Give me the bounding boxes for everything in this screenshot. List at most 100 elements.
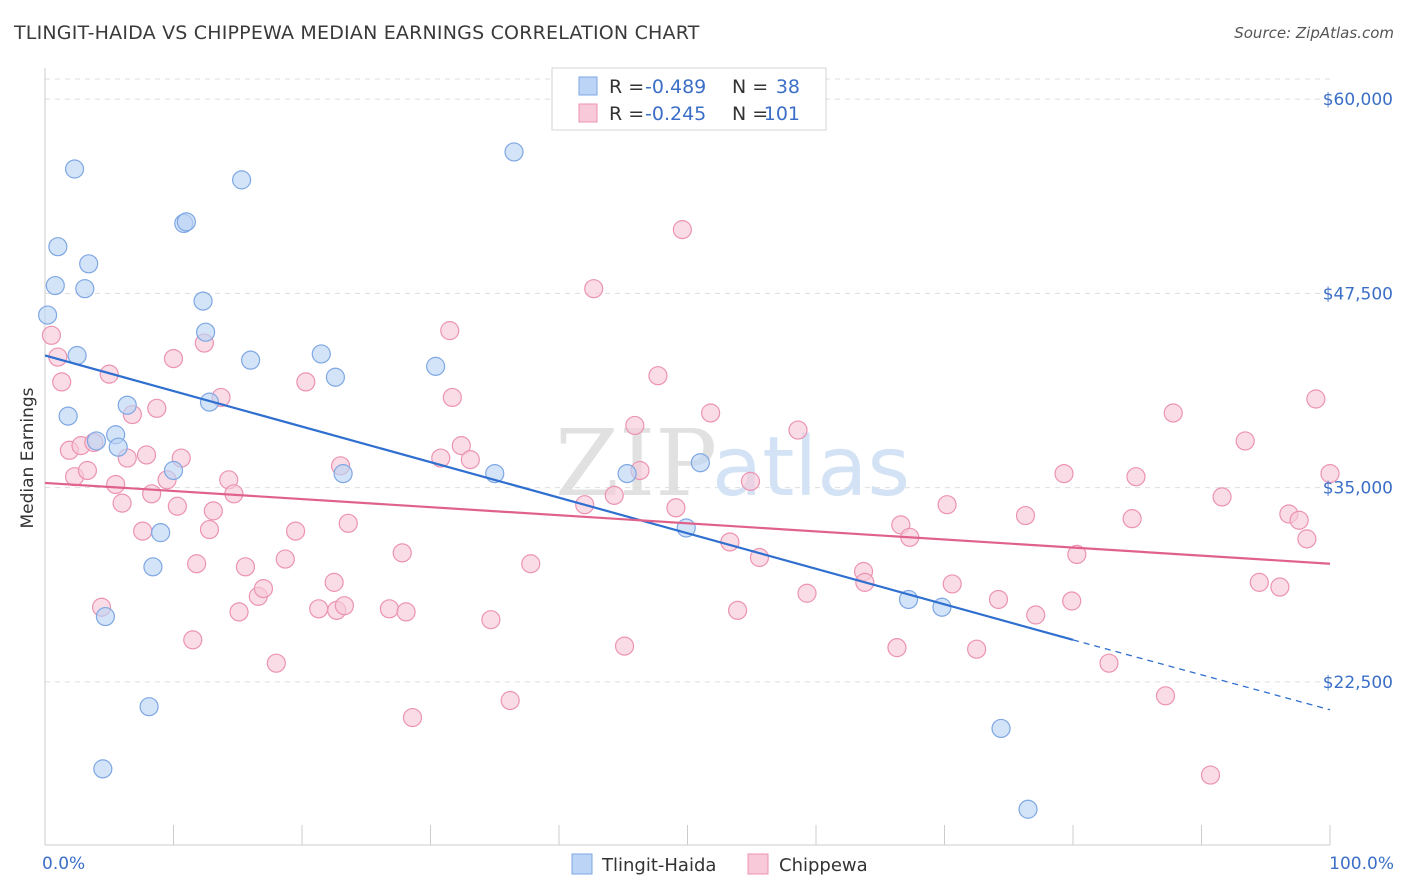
chippewa-point bbox=[324, 572, 344, 592]
y-axis-label: Median Earnings bbox=[18, 387, 38, 528]
chippewa-point bbox=[229, 602, 249, 622]
chippewa-point bbox=[797, 583, 817, 603]
chippewa-point bbox=[112, 493, 132, 513]
tlingit-haida-point bbox=[690, 453, 710, 473]
legend: R = -0.489 N = 38 R = -0.245 N = 101 bbox=[551, 67, 827, 131]
chippewa-point bbox=[77, 460, 98, 481]
tlingit-haida-trend-line bbox=[44, 354, 1074, 641]
tlingit-haida-point bbox=[311, 344, 331, 364]
tlingit-haida-point bbox=[86, 431, 107, 451]
chippewa-point bbox=[296, 372, 316, 392]
tlingit-haida-point bbox=[75, 279, 95, 299]
chippewa-point bbox=[1289, 510, 1309, 530]
chippewa-point bbox=[392, 543, 412, 563]
chippewa-point bbox=[379, 599, 399, 619]
chippewa-point bbox=[1212, 487, 1232, 507]
chippewa-point bbox=[440, 321, 460, 341]
tlingit-haida-point bbox=[45, 275, 65, 296]
chippewa-point bbox=[584, 279, 604, 299]
tlingit-haida-point bbox=[504, 142, 524, 162]
tlingit-haida-point bbox=[117, 395, 137, 415]
chippewa-point bbox=[481, 610, 501, 630]
chippewa-point bbox=[701, 403, 721, 423]
legend-r-label-1: R = bbox=[609, 76, 644, 98]
chippewa-point bbox=[740, 471, 761, 491]
legend-n-value-1: 38 bbox=[776, 76, 800, 98]
bottom-legend: Tlingit-Haida Chippewa bbox=[571, 853, 868, 876]
legend-r-value-1: -0.489 bbox=[645, 76, 706, 98]
tlingit-haida-point bbox=[617, 463, 637, 484]
watermark-atlas: atlas bbox=[712, 420, 910, 515]
chippewa-point bbox=[1249, 572, 1269, 592]
tlingit-haida-point bbox=[37, 305, 58, 325]
chippewa-point bbox=[988, 589, 1009, 610]
chippewa-point bbox=[1054, 463, 1074, 484]
chippewa-point bbox=[1122, 509, 1142, 529]
chippewa-point bbox=[133, 521, 153, 541]
chippewa-point bbox=[338, 513, 358, 533]
chippewa-point bbox=[500, 690, 520, 711]
chippewa-point bbox=[402, 707, 423, 728]
chippewa-point bbox=[1015, 505, 1036, 526]
tlingit-haida-point bbox=[196, 322, 216, 342]
bottom-legend-label-chippewa: Chippewa bbox=[779, 855, 868, 876]
chippewa-point bbox=[1026, 605, 1046, 625]
y-tick-labels: $22,500 $35,000 $47,500 $60,000 bbox=[1323, 90, 1393, 693]
chippewa-point bbox=[451, 436, 471, 456]
chippewa-point bbox=[142, 484, 162, 504]
axes bbox=[44, 68, 1331, 846]
chippewa-point bbox=[1126, 467, 1146, 487]
chippewa-point bbox=[937, 495, 957, 515]
chippewa-point bbox=[253, 578, 274, 599]
chippewa-points bbox=[41, 220, 1340, 785]
chippewa-point bbox=[788, 420, 808, 440]
chippewa-point bbox=[1270, 577, 1290, 597]
chippewa-point bbox=[1062, 591, 1082, 611]
tlingit-haida-point bbox=[64, 159, 85, 179]
tlingit-haida-point bbox=[333, 463, 353, 484]
chippewa-point bbox=[1320, 463, 1340, 484]
tlingit-haida-point bbox=[58, 406, 78, 426]
chippewa-point bbox=[1200, 765, 1221, 785]
y-tick-label: $35,000 bbox=[1323, 479, 1393, 499]
chippewa-point bbox=[106, 474, 126, 495]
chippewa-point bbox=[521, 554, 541, 574]
legend-n-value-2: 101 bbox=[764, 103, 800, 125]
bottom-legend-label-tlingit-haida: Tlingit-Haida bbox=[601, 855, 716, 876]
x-axis-min-label: 0.0% bbox=[42, 854, 85, 874]
legend-n-label-1: N = bbox=[732, 76, 768, 98]
legend-n-label-2: N = bbox=[732, 103, 768, 125]
y-tick-label: $47,500 bbox=[1323, 284, 1393, 304]
tlingit-haida-point bbox=[1018, 799, 1038, 819]
chart-title: TLINGIT-HAIDA VS CHIPPEWA MEDIAN EARNING… bbox=[14, 22, 700, 44]
chippewa-point bbox=[460, 450, 480, 470]
tlingit-haida-point bbox=[426, 356, 446, 376]
chippewa-point bbox=[52, 372, 72, 392]
chippewa-trend-line bbox=[44, 481, 1331, 565]
chippewa-point bbox=[203, 501, 223, 521]
chippewa-point bbox=[604, 485, 624, 505]
chippewa-point bbox=[163, 348, 184, 369]
chippewa-point bbox=[1155, 686, 1176, 706]
chippewa-point bbox=[967, 639, 987, 659]
chippewa-point bbox=[41, 325, 62, 345]
x-axis-max-label: 100.0% bbox=[1329, 854, 1394, 874]
grid-lines bbox=[45, 78, 1330, 683]
chippewa-point bbox=[614, 636, 635, 656]
chippewa-point bbox=[147, 398, 167, 418]
legend-r-label-2: R = bbox=[609, 103, 644, 125]
chippewa-point bbox=[1235, 431, 1255, 451]
chippewa-point bbox=[887, 638, 907, 658]
tlingit-haida-point bbox=[93, 759, 113, 779]
tlingit-haida-point bbox=[193, 291, 213, 311]
chippewa-point bbox=[309, 599, 329, 619]
tlingit-haida-point bbox=[151, 523, 171, 543]
trend-lines bbox=[44, 354, 1331, 711]
y-tick-label: $22,500 bbox=[1323, 673, 1393, 693]
chippewa-point bbox=[275, 549, 295, 569]
y-tick-label: $60,000 bbox=[1323, 90, 1393, 110]
chart-source: Source: ZipAtlas.com bbox=[1234, 24, 1394, 42]
chippewa-point bbox=[1163, 403, 1183, 423]
chippewa-point bbox=[1306, 389, 1326, 409]
chippewa-point bbox=[266, 653, 286, 673]
